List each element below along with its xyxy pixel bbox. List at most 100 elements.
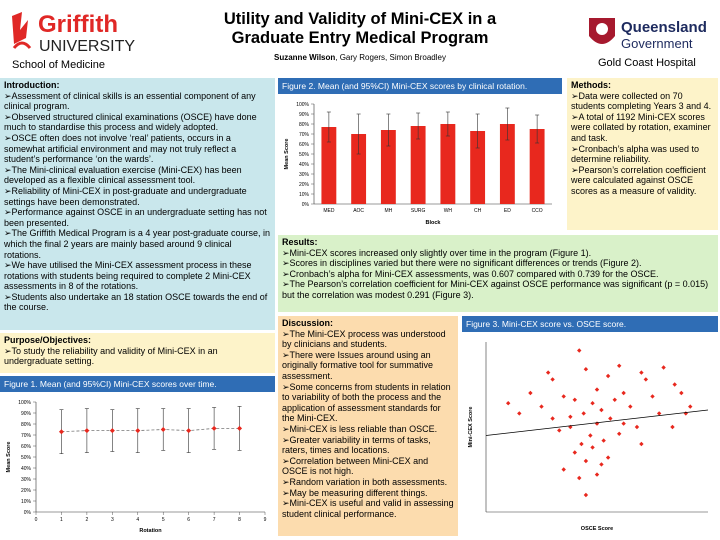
bullet: ➢OSCE often does not involve ‘real’ pati… [4,132,237,165]
y-tick-label: 50% [299,152,310,158]
point [58,429,64,435]
bar [440,124,456,204]
bullet: ➢Mini-CEX is less reliable than OSCE. [282,423,438,434]
y-tick-label: 50% [21,455,32,461]
bullet: ➢Performance against OSCE in an undergra… [4,207,267,228]
y-tick-label: 40% [21,466,32,472]
x-tick-label: 4 [136,517,139,523]
point [594,387,600,392]
bar [321,127,337,204]
bar [351,134,367,204]
figure-caption: Figure 3. Mini-CEX score vs. OSCE score. [462,316,718,332]
point [135,428,141,434]
section-heading: Results: [282,237,318,247]
y-tick-label: 20% [21,488,32,494]
point [160,427,166,432]
y-tick-label: 100% [18,400,31,406]
x-tick-label: SURG [411,208,426,214]
authors: Suzanne Wilson, Gary Rogers, Simon Broad… [180,53,540,62]
bar [529,129,545,204]
x-tick-label: 8 [238,517,241,523]
results-box: Results: ➢Mini-CEX scores increased only … [278,235,718,312]
x-tick-label: 0 [35,517,38,523]
y-tick-label: 90% [21,411,32,417]
point [670,424,675,430]
qld-logo: Queensland Government [589,18,707,51]
point [568,414,573,419]
bullet: ➢The Griffith Medical Program is a 4 yea… [4,228,270,260]
logo-text: Government [621,36,693,51]
y-tick-label: 10% [21,499,32,505]
point [550,377,555,382]
y-tick-label: 100% [296,102,309,108]
logo-text: UNIVERSITY [39,38,135,55]
figure-caption: Figure 1. Mean (and 95%CI) Mini-CEX scor… [0,376,275,392]
bullet: ➢Observed structured clinical examinatio… [4,111,257,133]
x-tick-label: WH [444,208,453,214]
point [688,404,693,409]
bullet: ➢To study the reliability and validity o… [4,345,218,367]
title: Utility and Validity of Mini-CEX in a Gr… [180,10,540,48]
point [211,425,217,431]
point [599,407,604,413]
school: School of Medicine [12,59,105,71]
y-tick-label: 70% [299,132,310,138]
x-tick-label: MED [323,208,335,214]
y-axis-label: Mean Score [6,442,12,473]
x-tick-label: 7 [213,517,216,523]
x-tick-label: CH [474,208,482,214]
point [594,472,600,477]
point [577,475,582,481]
bar [380,130,396,204]
figure-caption: Figure 2. Mean (and 95%CI) Mini-CEX scor… [278,78,562,94]
bullet: ➢We have utilised the Mini-CEX assessmen… [4,260,252,292]
y-tick-label: 60% [299,142,310,148]
point [84,428,90,434]
discussion-box: Discussion: ➢The Mini-CEX process was und… [278,316,458,536]
bullet: ➢Assessment of clinical skills is an ess… [4,90,256,112]
point [109,428,115,434]
figure-2: 0% 10% 20% 30% 40% 50% 60% 70% 80% 90% 100% Block Me… [278,94,562,230]
y-tick-label: 40% [299,162,310,168]
bullet: ➢The Mini-CEX process was understood by … [282,328,446,350]
section-heading: Methods: [571,80,611,90]
y-tick-label: 90% [299,112,310,118]
x-tick-label: AOC [353,208,364,214]
x-tick-label: ED [504,208,511,214]
bullet: ➢Random variation in both assessments. [282,476,448,487]
lead-author: Suzanne Wilson [274,53,336,62]
bullet: ➢A total of 1192 Mini-CEX scores were co… [571,111,711,143]
griffith-logo: Griffith UNIVERSITY [12,11,135,55]
point [621,390,626,396]
y-tick-label: 30% [299,172,310,178]
logo-text: Queensland [621,19,707,36]
bullet: ➢Pearson’s correlation coefficient were … [571,164,706,196]
trendline [485,409,709,436]
bullet: ➢Greater variability in terms of tasks, … [282,434,431,456]
y-tick-label: 20% [299,182,310,188]
x-axis-label: Block [426,220,442,226]
section-heading: Introduction: [4,80,60,90]
section-heading: Purpose/Objectives: [4,335,92,345]
hospital: Gold Coast Hospital [598,57,696,69]
bar [410,126,426,204]
bullet: ➢Reliability of Mini-CEX in post-graduat… [4,185,247,207]
section-heading: Discussion: [282,318,334,328]
x-tick-label: 1 [60,517,63,523]
y-tick-label: 80% [299,122,310,128]
point [608,416,613,421]
y-tick-label: 30% [21,477,32,483]
x-tick-label: 2 [85,517,88,523]
y-axis-label: Mini-CEX Score [468,407,474,448]
bullet: ➢The Pearson’s correlation coefficient f… [282,279,709,300]
bullet: ➢There were Issues around using an origi… [282,349,434,381]
title-line: Graduate Entry Medical Program [231,29,489,47]
y-tick-label: 70% [21,433,32,439]
point [650,394,655,399]
point [594,421,600,426]
x-axis-label: OSCE Score [581,526,613,532]
bullet: ➢Data were collected on 70 students comp… [571,90,712,112]
point [557,428,562,433]
x-tick-label: 6 [187,517,190,523]
